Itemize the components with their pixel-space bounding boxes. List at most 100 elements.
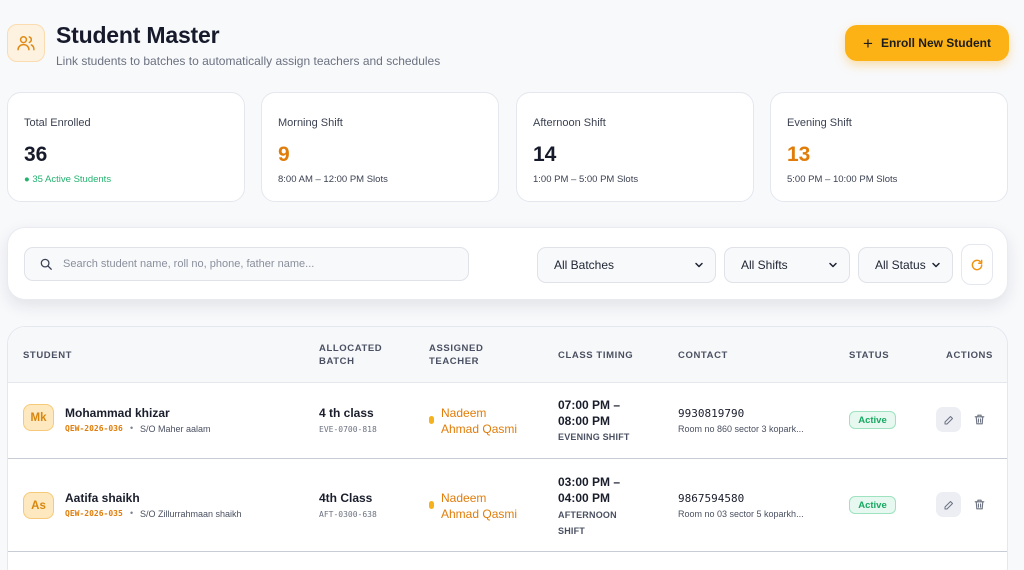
father-name: S/O Maher aalam	[140, 424, 211, 434]
stat-card-morning-shift: Morning Shift 9 8:00 AM – 12:00 PM Slots	[261, 92, 499, 202]
shift-label: AFTERNOON SHIFT	[558, 507, 638, 539]
shift-filter-value: All Shifts	[741, 258, 788, 272]
contact-phone: 9930819790	[678, 407, 745, 420]
col-header-teacher: ASSIGNED TEACHER	[429, 342, 483, 368]
pencil-icon	[944, 500, 953, 509]
teacher-name-line2: Ahmad Qasmi	[441, 422, 518, 436]
enroll-new-student-button[interactable]: + Enroll New Student	[845, 25, 1009, 61]
roll-number: QEW-2026-036	[65, 424, 123, 433]
shift-label-line2: SHIFT	[558, 526, 585, 536]
teacher-name-line1: Nadeem	[441, 406, 487, 420]
students-table: STUDENT ALLOCATED BATCH ASSIGNED TEACHER…	[7, 326, 1008, 570]
stat-label: Morning Shift	[278, 117, 343, 129]
class-timing: 07:00 PM – 08:00 PM	[558, 397, 638, 429]
col-header-batch-line2: BATCH	[319, 356, 355, 367]
plus-icon: +	[863, 33, 873, 53]
search-input[interactable]	[63, 258, 443, 270]
stat-value: 36	[24, 143, 48, 166]
batch-code: EVE-0700-818	[319, 425, 377, 434]
roll-number: QEW-2026-035	[65, 509, 123, 518]
stat-value: 14	[533, 143, 557, 166]
search-icon	[40, 258, 52, 270]
table-row[interactable]: Mk Mohammad khizar QEW-2026-036 • S/O Ma…	[8, 383, 1007, 459]
father-name: S/O Zillurrahmaan shaikh	[140, 509, 242, 519]
batch-filter-value: All Batches	[554, 258, 615, 272]
stat-subtext: 8:00 AM – 12:00 PM Slots	[278, 174, 388, 185]
batch-name: 4th Class	[319, 491, 373, 505]
class-timing-line1: 03:00 PM –	[558, 475, 621, 489]
batch-name: 4 th class	[319, 406, 374, 420]
col-header-actions: ACTIONS	[946, 350, 993, 361]
col-header-batch-line1: ALLOCATED	[319, 343, 383, 354]
refresh-button[interactable]	[961, 244, 993, 285]
stat-subtext: ● 35 Active Students	[24, 174, 112, 185]
batch-filter-select[interactable]: All Batches	[537, 247, 716, 283]
chevron-down-icon	[829, 262, 837, 268]
teacher-status-dot	[429, 501, 434, 509]
class-timing-line1: 07:00 PM –	[558, 398, 621, 412]
pencil-icon	[944, 415, 953, 424]
student-name: Mohammad khizar	[65, 406, 170, 420]
teacher-name-line2: Ahmad Qasmi	[441, 507, 518, 521]
table-header: STUDENT ALLOCATED BATCH ASSIGNED TEACHER…	[8, 327, 1007, 383]
stat-label: Evening Shift	[787, 117, 852, 129]
users-icon	[17, 36, 35, 51]
separator-dot: •	[130, 508, 134, 518]
table-row[interactable]: As Aatifa shaikh QEW-2026-035 • S/O Zill…	[8, 459, 1007, 552]
status-filter-select[interactable]: All Status	[858, 247, 953, 283]
delete-button[interactable]	[969, 407, 989, 432]
class-timing: 03:00 PM – 04:00 PM	[558, 474, 638, 506]
teacher-name: Nadeem Ahmad Qasmi	[441, 405, 531, 437]
status-filter-value: All Status	[875, 258, 926, 272]
shift-label-line1: AFTERNOON	[558, 510, 617, 520]
avatar: As	[23, 492, 54, 519]
stat-card-afternoon-shift: Afternoon Shift 14 1:00 PM – 5:00 PM Slo…	[516, 92, 754, 202]
contact-address: Room no 03 sector 5 koparkh...	[678, 509, 804, 519]
batch-code: AFT-0300-638	[319, 510, 377, 519]
stat-card-total-enrolled: Total Enrolled 36 ● 35 Active Students	[7, 92, 245, 202]
separator-dot: •	[130, 423, 134, 433]
col-header-student: STUDENT	[23, 350, 73, 361]
avatar: Mk	[23, 404, 54, 431]
chevron-down-icon	[932, 262, 940, 268]
edit-button[interactable]	[936, 407, 961, 432]
page-title: Student Master	[56, 22, 220, 48]
col-header-status: STATUS	[849, 350, 890, 361]
shift-label-line1: EVENING SHIFT	[558, 432, 630, 442]
status-badge: Active	[849, 496, 896, 514]
stat-subtext: 5:00 PM – 10:00 PM Slots	[787, 174, 898, 185]
edit-button[interactable]	[936, 492, 961, 517]
stat-card-evening-shift: Evening Shift 13 5:00 PM – 10:00 PM Slot…	[770, 92, 1008, 202]
delete-button[interactable]	[969, 492, 989, 517]
page-subtitle: Link students to batches to automaticall…	[56, 54, 441, 68]
refresh-icon	[971, 259, 983, 270]
stat-label: Afternoon Shift	[533, 117, 606, 129]
col-header-batch: ALLOCATED BATCH	[319, 342, 382, 368]
teacher-name-line1: Nadeem	[441, 491, 487, 505]
stat-value: 13	[787, 143, 811, 166]
col-header-teacher-line2: TEACHER	[429, 356, 480, 367]
contact-phone: 9867594580	[678, 492, 745, 505]
teacher-status-dot	[429, 416, 434, 424]
contact-address: Room no 860 sector 3 kopark...	[678, 424, 804, 434]
trash-icon	[974, 499, 984, 510]
stat-label: Total Enrolled	[24, 117, 91, 129]
stat-value: 9	[278, 143, 290, 166]
class-timing-line2: 08:00 PM	[558, 414, 611, 428]
stat-subtext: 1:00 PM – 5:00 PM Slots	[533, 174, 639, 185]
search-box[interactable]	[24, 247, 469, 281]
shift-label: EVENING SHIFT	[558, 429, 638, 445]
col-header-contact: CONTACT	[678, 350, 728, 361]
student-name: Aatifa shaikh	[65, 491, 140, 505]
shift-filter-select[interactable]: All Shifts	[724, 247, 850, 283]
class-timing-line2: 04:00 PM	[558, 491, 611, 505]
student-master-icon	[7, 24, 45, 62]
enroll-button-label: Enroll New Student	[880, 36, 991, 50]
filter-bar: All Batches All Shifts All Status	[7, 227, 1008, 300]
status-badge: Active	[849, 411, 896, 429]
trash-icon	[974, 414, 984, 425]
col-header-timing: CLASS TIMING	[558, 350, 634, 361]
col-header-teacher-line1: ASSIGNED	[429, 343, 484, 354]
teacher-name: Nadeem Ahmad Qasmi	[441, 490, 531, 522]
chevron-down-icon	[695, 262, 703, 268]
